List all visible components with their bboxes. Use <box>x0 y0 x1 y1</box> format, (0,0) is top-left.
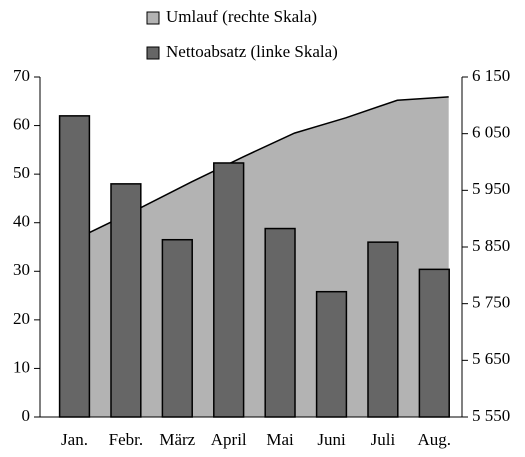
bar <box>213 162 245 418</box>
y2-tick-label: 6 050 <box>472 123 510 142</box>
x-tick-label: April <box>211 430 247 449</box>
y-tick-label: 50 <box>13 163 30 182</box>
y-tick-label: 40 <box>13 212 30 231</box>
y2-tick-label: 5 750 <box>472 293 510 312</box>
x-tick-label: März <box>159 430 195 449</box>
y-tick-label: 70 <box>13 66 30 85</box>
bar <box>315 290 348 418</box>
area-line <box>88 96 449 234</box>
x-tick-label: Juni <box>317 430 346 449</box>
x-tick-label: Juli <box>371 430 396 449</box>
x-tick-label: Jan. <box>61 430 88 449</box>
bar <box>161 238 193 418</box>
y-tick-label: 0 <box>22 406 31 425</box>
legend-swatch <box>146 46 160 60</box>
legend-swatch <box>146 11 160 25</box>
bar <box>367 241 399 418</box>
x-tick-label: Mai <box>266 430 294 449</box>
y-tick-label: 10 <box>13 357 30 376</box>
bar <box>58 115 91 418</box>
bar <box>264 227 296 418</box>
y2-tick-label: 5 950 <box>472 179 510 198</box>
x-tick-label: Febr. <box>109 430 143 449</box>
y2-tick-label: 5 850 <box>472 236 510 255</box>
bar <box>110 183 142 418</box>
y-tick-label: 30 <box>13 260 30 279</box>
y2-tick-label: 6 150 <box>472 66 510 85</box>
y2-tick-label: 5 550 <box>472 406 510 425</box>
y-tick-label: 20 <box>13 309 30 328</box>
bar <box>418 268 450 418</box>
y-tick-label: 60 <box>13 114 30 133</box>
y2-tick-label: 5 650 <box>472 349 510 368</box>
x-tick-label: Aug. <box>418 430 452 449</box>
legend-label: Nettoabsatz (linke Skala) <box>166 42 338 61</box>
legend-label: Umlauf (rechte Skala) <box>166 7 317 26</box>
